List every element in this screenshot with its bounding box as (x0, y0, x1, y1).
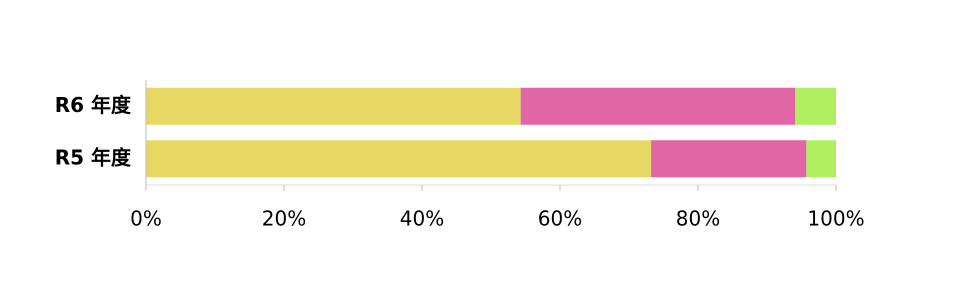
x-tick-label: 80% (676, 207, 720, 231)
x-tick-label: 40% (400, 207, 444, 231)
x-tick-label: 60% (538, 207, 582, 231)
bar-segment (520, 87, 796, 125)
bar-segment (651, 140, 807, 178)
bar-segment (146, 140, 652, 178)
x-tick-label: 0% (130, 207, 162, 231)
y-tick-label: R5 年度 (55, 145, 132, 169)
bar-segment (806, 140, 836, 178)
bar-segment (146, 87, 521, 125)
bar-segment (795, 87, 836, 125)
y-tick-label: R6 年度 (55, 93, 132, 117)
x-tick-label: 100% (807, 207, 864, 231)
x-tick-label: 20% (262, 207, 306, 231)
